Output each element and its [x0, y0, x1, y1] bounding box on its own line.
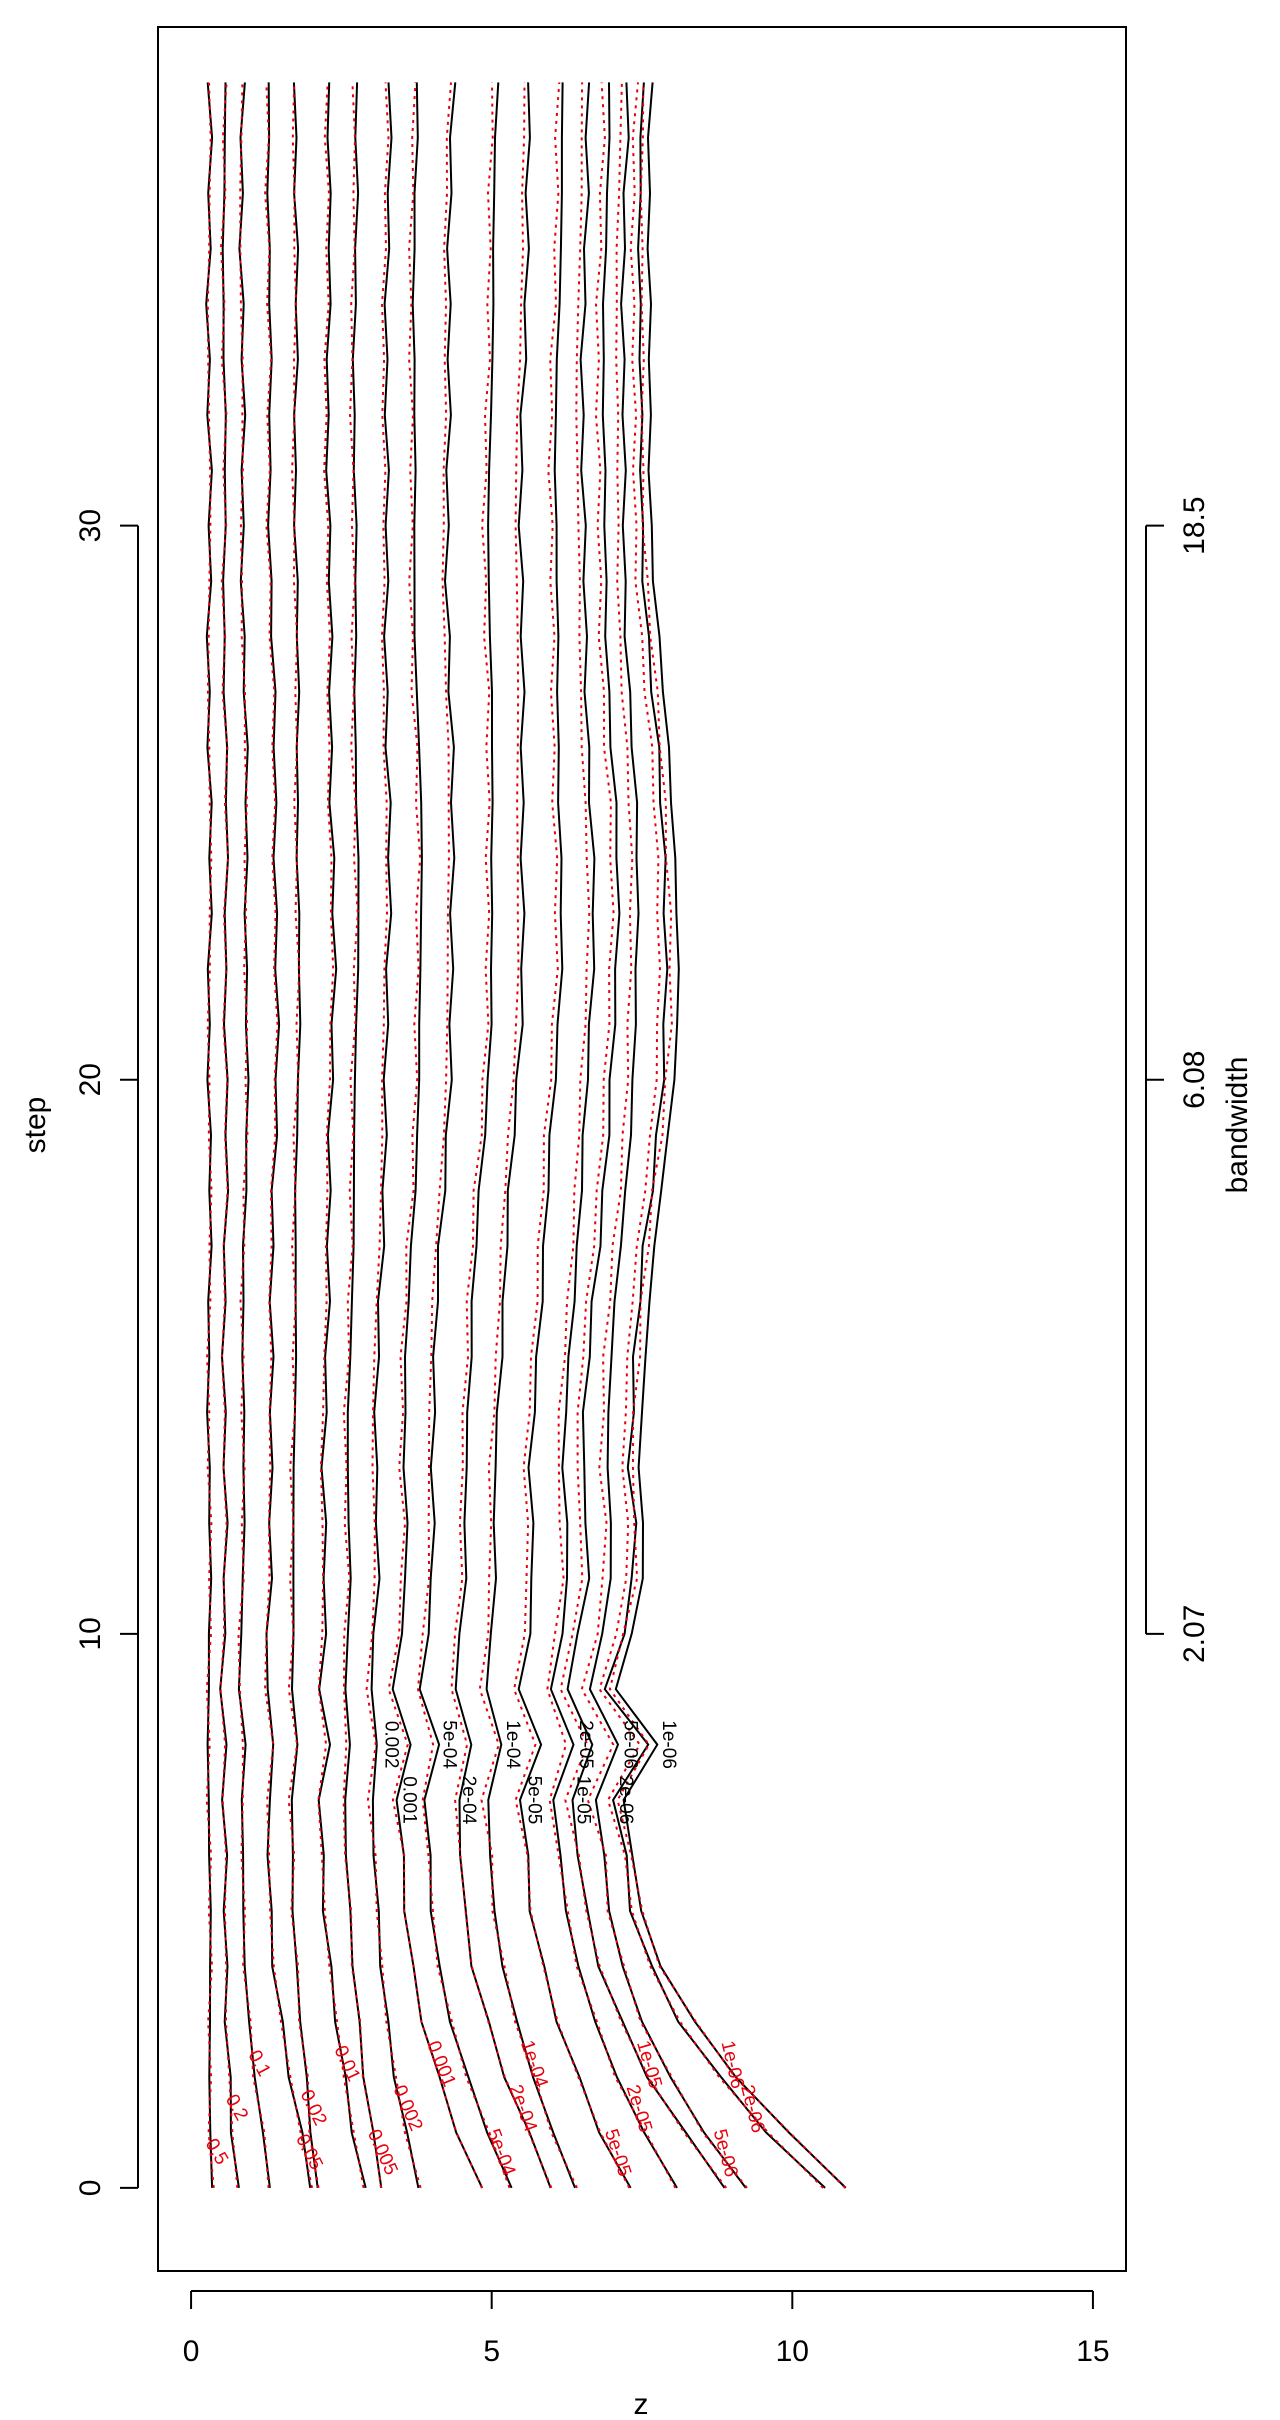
contour-label-black: 0.002 [381, 1721, 402, 1769]
secondary-tick-label: 18.5 [1178, 496, 1211, 554]
x-axis-title: z [634, 2388, 649, 2420]
contour-line-red-5 [317, 82, 365, 2189]
contour-line-red-1 [219, 82, 239, 2188]
contour-line-red-17 [608, 82, 846, 2189]
contour-label-red: 5e-04 [482, 2126, 519, 2179]
contour-line-black-9 [418, 82, 513, 2189]
contour-label-black: 1e-05 [572, 1776, 593, 1825]
contour-label-black: 1e-04 [502, 1720, 523, 1769]
y-tick-label: 30 [74, 509, 107, 542]
secondary-tick-label: 2.07 [1178, 1605, 1211, 1663]
contour-line-black-10 [454, 82, 552, 2189]
contour-label-red: 0.01 [329, 2042, 364, 2084]
contour-line-black-2 [237, 82, 271, 2189]
secondary-axis-title: bandwidth [1221, 1057, 1254, 1194]
y-axis-title: step [19, 1097, 52, 1154]
x-tick-label: 0 [183, 2335, 200, 2368]
contour-line-black-15 [588, 82, 747, 2189]
contour-line-black-16 [603, 82, 826, 2189]
contour-label-black: 1e-06 [658, 1720, 679, 1769]
contour-label-red: 0.2 [221, 2091, 252, 2124]
contour-label-black: 2e-05 [575, 1720, 596, 1769]
contour-line-black-0 [205, 82, 214, 2188]
contour-line-black-12 [517, 82, 632, 2189]
contour-label-red: 0.002 [389, 2082, 427, 2134]
contour-label-black: 5e-06 [620, 1720, 641, 1769]
contour-label-red: 1e-06 [716, 2039, 747, 2091]
contour-label-black: 2e-06 [615, 1776, 636, 1825]
contour-line-red-8 [387, 82, 483, 2189]
contour-line-red-10 [450, 82, 553, 2189]
contour-line-black-5 [317, 82, 367, 2189]
contour-label-red: 0.05 [291, 2131, 327, 2173]
contour-line-red-16 [598, 82, 824, 2189]
contour-line-red-14 [559, 82, 727, 2189]
plot-frame [157, 26, 1127, 2272]
contour-line-red-6 [342, 82, 382, 2189]
contour-line-red-12 [513, 82, 631, 2189]
contour-label-black: 5e-04 [439, 1720, 460, 1769]
contour-label-red: 2e-05 [622, 2082, 656, 2135]
contour-label-red: 0.1 [243, 2047, 274, 2080]
x-tick-label: 10 [776, 2335, 809, 2368]
contour-line-black-7 [370, 82, 420, 2189]
x-tick-label: 15 [1076, 2335, 1109, 2368]
contour-label-red: 0.5 [201, 2135, 232, 2168]
axes: 0 5 10 15 0 10 20 30 2.07 6.08 18.5 [74, 496, 1211, 2368]
contour-lines [205, 82, 847, 2189]
contour-line-red-11 [478, 82, 578, 2189]
contour-line-black-1 [219, 82, 240, 2189]
y-tick-label: 20 [74, 1063, 107, 1096]
contour-line-red-9 [416, 82, 511, 2189]
y-tick-label: 10 [74, 1617, 107, 1650]
contour-line-red-7 [365, 82, 422, 2189]
secondary-tick-label: 6.08 [1178, 1051, 1211, 1109]
contour-label-black: 0.001 [399, 1776, 420, 1824]
contour-label-red: 2e-04 [504, 2082, 541, 2135]
contour-line-red-2 [237, 82, 270, 2188]
contour-line-black-13 [549, 82, 678, 2189]
x-tick-label: 5 [483, 2335, 500, 2368]
contour-line-red-15 [580, 82, 748, 2189]
contour-label-black: 5e-05 [524, 1776, 545, 1825]
contour-label-black: 2e-04 [458, 1776, 479, 1825]
contour-line-black-14 [566, 82, 726, 2189]
contour-line-black-4 [290, 82, 319, 2189]
contour-label-red: 0.001 [422, 2038, 459, 2090]
contour-line-red-3 [264, 82, 313, 2189]
contour-label-red: 5e-05 [600, 2127, 635, 2180]
contour-line-red-4 [287, 82, 320, 2189]
contour-label-red: 2e-06 [736, 2083, 768, 2135]
contour-line-red-13 [546, 82, 677, 2189]
contour-label-red: 0.005 [363, 2126, 402, 2178]
contour-labels: 0.50.20.10.050.020.010.0050.0020.0020.00… [201, 1720, 769, 2179]
contour-line-black-11 [485, 82, 576, 2189]
contour-line-black-3 [265, 82, 312, 2189]
contour-line-black-17 [614, 82, 847, 2189]
contour-line-black-8 [391, 82, 484, 2189]
y-tick-label: 0 [74, 2180, 107, 2197]
